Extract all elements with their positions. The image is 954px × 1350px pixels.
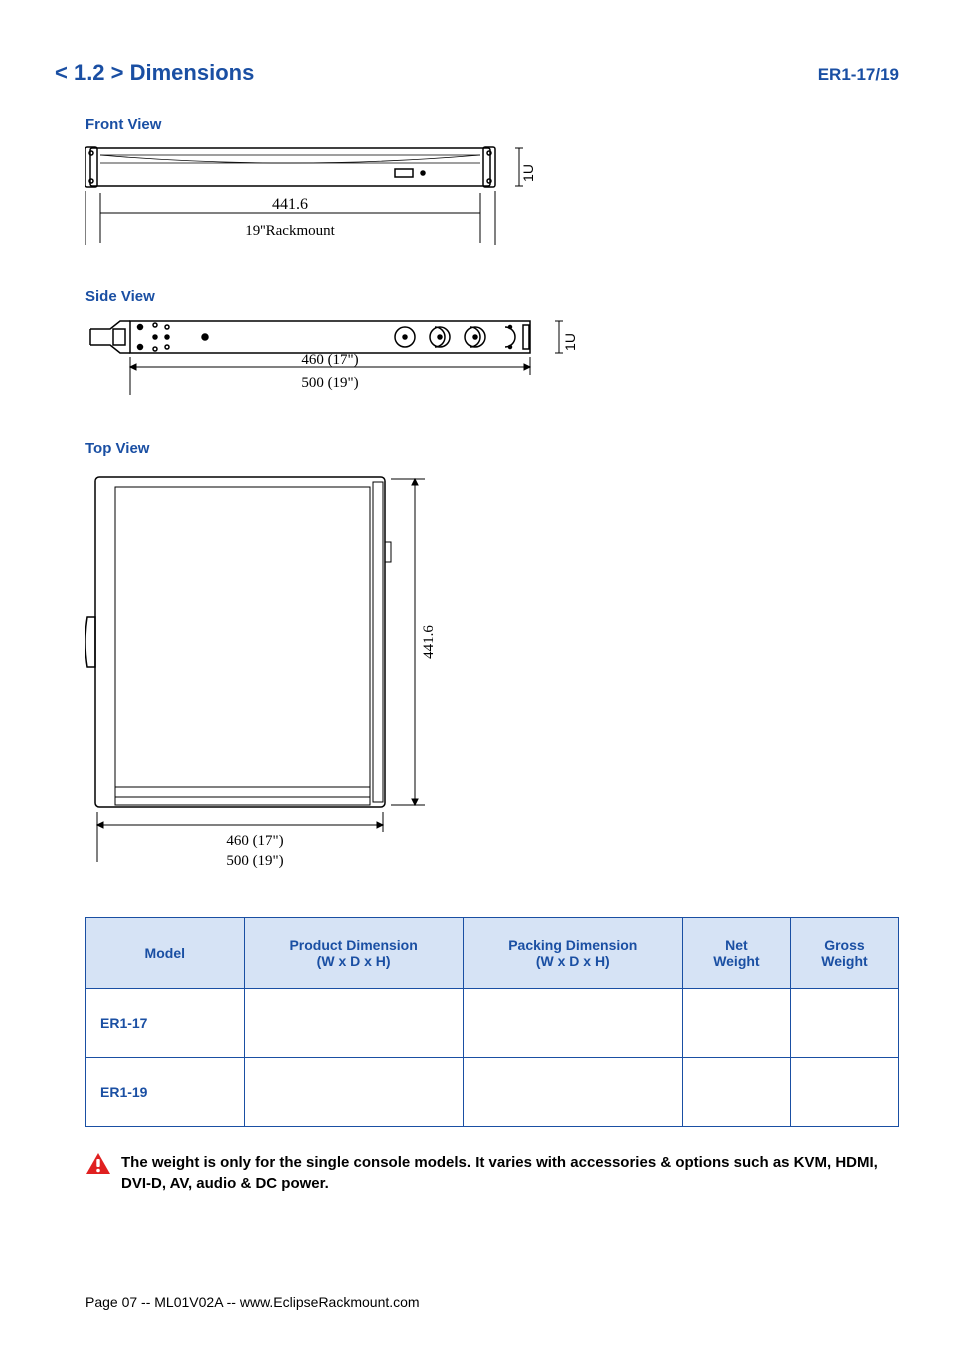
- cell-gross: [790, 1058, 898, 1127]
- front-height-label: 1U: [520, 164, 536, 182]
- top-view-diagram: 441.6 460 (17") 500 (19"): [85, 467, 899, 877]
- top-view-label: Top View: [85, 440, 899, 457]
- th-gross-weight: GrossWeight: [790, 918, 898, 989]
- cell-gross: [790, 989, 898, 1058]
- side-view-diagram: 1U 460 (17") 500 (19"): [85, 315, 899, 405]
- table-row: ER1-17: [86, 989, 899, 1058]
- table-row: ER1-19: [86, 1058, 899, 1127]
- front-rackmount-label: 19''Rackmount: [245, 223, 335, 239]
- cell-packing: [463, 989, 682, 1058]
- th-product-dim: Product Dimension (W x D x H): [244, 918, 463, 989]
- section-title: < 1.2 > Dimensions: [55, 60, 254, 86]
- weight-note: The weight is only for the single consol…: [121, 1152, 899, 1194]
- side-height-label: 1U: [562, 333, 578, 351]
- th-product-dim-sub: (W x D x H): [317, 953, 391, 969]
- cell-packing: [463, 1058, 682, 1127]
- th-packing-dim-sub: (W x D x H): [536, 953, 610, 969]
- dimensions-table: Model Product Dimension (W x D x H) Pack…: [85, 917, 899, 1127]
- cell-net: [682, 989, 790, 1058]
- th-model: Model: [86, 918, 245, 989]
- th-packing-dim: Packing Dimension (W x D x H): [463, 918, 682, 989]
- th-gross-weight-text: GrossWeight: [821, 937, 867, 969]
- cell-model: ER1-17: [86, 989, 245, 1058]
- side-view-label: Side View: [85, 288, 899, 305]
- front-view-diagram: 1U 441.6 19''Rackmount: [85, 143, 899, 253]
- th-net-weight: NetWeight: [682, 918, 790, 989]
- th-net-weight-text: NetWeight: [713, 937, 759, 969]
- model-code: ER1-17/19: [818, 65, 899, 85]
- cell-product: [244, 989, 463, 1058]
- top-width-value: 441.6: [421, 625, 437, 659]
- side-depth17: 460 (17"): [301, 352, 358, 368]
- top-depth19: 500 (19"): [226, 853, 283, 869]
- table-header-row: Model Product Dimension (W x D x H) Pack…: [86, 918, 899, 989]
- cell-model: ER1-19: [86, 1058, 245, 1127]
- cell-net: [682, 1058, 790, 1127]
- warning-icon: [85, 1152, 111, 1176]
- side-depth19: 500 (19"): [301, 375, 358, 391]
- front-width-value: 441.6: [272, 196, 308, 213]
- page-footer: Page 07 -- ML01V02A -- www.EclipseRackmo…: [85, 1294, 420, 1310]
- th-packing-dim-main: Packing Dimension: [508, 937, 637, 953]
- cell-product: [244, 1058, 463, 1127]
- front-view-label: Front View: [85, 116, 899, 133]
- th-product-dim-main: Product Dimension: [289, 937, 417, 953]
- top-depth17: 460 (17"): [226, 833, 283, 849]
